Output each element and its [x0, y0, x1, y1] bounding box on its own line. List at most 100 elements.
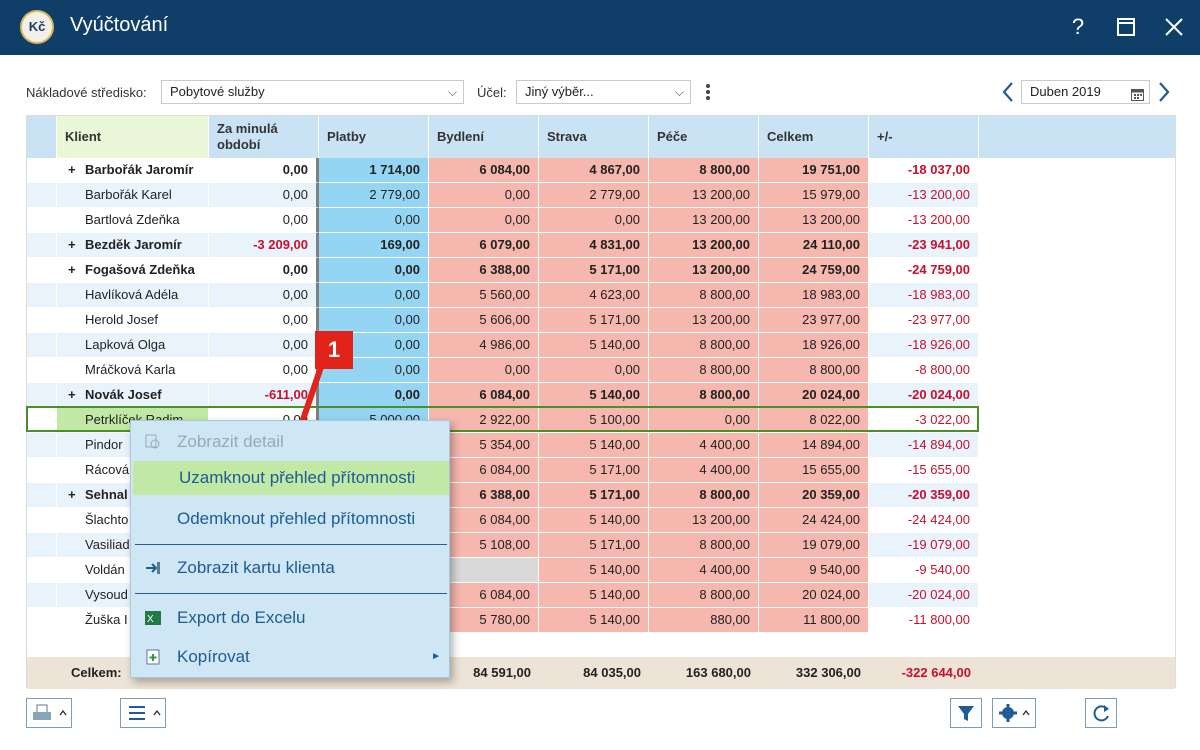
menu-item-copy[interactable]: Kopírovat ►: [131, 640, 449, 674]
table-row[interactable]: + Bezděk Jaromír -3 209,00 169,00 6 079,00 4 …: [27, 233, 979, 258]
cell-care[interactable]: 4 400,00: [649, 558, 759, 583]
expand-icon[interactable]: +: [68, 162, 76, 177]
client-name-cell[interactable]: Mráčková Karla: [57, 358, 209, 383]
table-row[interactable]: Herold Josef 0,00 0,00 5 606,00 5 171,00 13 2…: [27, 308, 979, 333]
cell-total[interactable]: 13 200,00: [759, 208, 869, 233]
close-button[interactable]: [1159, 12, 1189, 42]
cell-diff[interactable]: -13 200,00: [869, 183, 979, 208]
cell-care[interactable]: 13 200,00: [649, 508, 759, 533]
table-row[interactable]: Barbořák Karel 0,00 2 779,00 0,00 2 779,00 13…: [27, 183, 979, 208]
cell-housing[interactable]: 6 388,00: [429, 258, 539, 283]
table-row[interactable]: Havlíková Adéla 0,00 0,00 5 560,00 4 623,00 8…: [27, 283, 979, 308]
cell-diff[interactable]: -18 037,00: [869, 158, 979, 183]
cell-pay[interactable]: 1 714,00: [319, 158, 429, 183]
cell-diff[interactable]: -23 977,00: [869, 308, 979, 333]
cell-food[interactable]: 5 140,00: [539, 608, 649, 633]
client-name-cell[interactable]: Lapková Olga: [57, 333, 209, 358]
cell-diff[interactable]: -3 022,00: [869, 408, 979, 433]
cell-food[interactable]: 0,00: [539, 358, 649, 383]
cell-food[interactable]: 4 831,00: [539, 233, 649, 258]
client-name-cell[interactable]: + Fogašová Zdeňka: [57, 258, 209, 283]
cell-prev[interactable]: 0,00: [209, 208, 319, 233]
cell-pay[interactable]: 169,00: [319, 233, 429, 258]
cell-care[interactable]: 13 200,00: [649, 183, 759, 208]
cell-prev[interactable]: -3 209,00: [209, 233, 319, 258]
cell-care[interactable]: 8 800,00: [649, 333, 759, 358]
cell-diff[interactable]: -23 941,00: [869, 233, 979, 258]
cell-total[interactable]: 18 926,00: [759, 333, 869, 358]
expand-icon[interactable]: +: [68, 487, 76, 502]
cell-diff[interactable]: -9 540,00: [869, 558, 979, 583]
cell-total[interactable]: 9 540,00: [759, 558, 869, 583]
period-field[interactable]: Duben 2019: [1021, 80, 1150, 104]
cell-food[interactable]: 5 140,00: [539, 558, 649, 583]
cell-total[interactable]: 15 655,00: [759, 458, 869, 483]
cell-food[interactable]: 5 100,00: [539, 408, 649, 433]
menu-item-client-card[interactable]: Zobrazit kartu klienta: [131, 551, 449, 585]
cell-care[interactable]: 8 800,00: [649, 483, 759, 508]
cell-pay[interactable]: 0,00: [319, 258, 429, 283]
cell-total[interactable]: 11 800,00: [759, 608, 869, 633]
cell-food[interactable]: 4 867,00: [539, 158, 649, 183]
cell-food[interactable]: 5 140,00: [539, 508, 649, 533]
cell-food[interactable]: 5 171,00: [539, 483, 649, 508]
cell-prev[interactable]: 0,00: [209, 283, 319, 308]
maximize-button[interactable]: [1111, 12, 1141, 42]
cell-diff[interactable]: -24 424,00: [869, 508, 979, 533]
cell-total[interactable]: 20 024,00: [759, 583, 869, 608]
table-row[interactable]: + Barbořák Jaromír 0,00 1 714,00 6 084,00 4 8…: [27, 158, 979, 183]
cell-prev[interactable]: 0,00: [209, 333, 319, 358]
table-row[interactable]: Lapková Olga 0,00 0,00 4 986,00 5 140,00 8 80…: [27, 333, 979, 358]
cell-housing[interactable]: 5 560,00: [429, 283, 539, 308]
cell-total[interactable]: 24 110,00: [759, 233, 869, 258]
cell-care[interactable]: 4 400,00: [649, 433, 759, 458]
menu-button[interactable]: [120, 698, 166, 728]
cell-diff[interactable]: -19 079,00: [869, 533, 979, 558]
cell-total[interactable]: 19 751,00: [759, 158, 869, 183]
expand-icon[interactable]: +: [68, 237, 76, 252]
cell-food[interactable]: 5 171,00: [539, 308, 649, 333]
column-header-housing[interactable]: Bydlení: [429, 116, 539, 158]
cell-total[interactable]: 8 800,00: [759, 358, 869, 383]
cell-housing[interactable]: 6 079,00: [429, 233, 539, 258]
cell-pay[interactable]: 2 779,00: [319, 183, 429, 208]
cell-food[interactable]: 5 171,00: [539, 533, 649, 558]
cell-housing[interactable]: 0,00: [429, 358, 539, 383]
cell-diff[interactable]: -8 800,00: [869, 358, 979, 383]
cell-total[interactable]: 18 983,00: [759, 283, 869, 308]
cell-care[interactable]: 8 800,00: [649, 283, 759, 308]
cell-care[interactable]: 13 200,00: [649, 308, 759, 333]
cell-food[interactable]: 4 623,00: [539, 283, 649, 308]
expand-icon[interactable]: +: [68, 262, 76, 277]
cell-diff[interactable]: -11 800,00: [869, 608, 979, 633]
cell-diff[interactable]: -18 926,00: [869, 333, 979, 358]
column-header-food[interactable]: Strava: [539, 116, 649, 158]
cell-diff[interactable]: -18 983,00: [869, 283, 979, 308]
cell-diff[interactable]: -20 024,00: [869, 583, 979, 608]
menu-item-export-excel[interactable]: X Export do Excelu: [131, 601, 449, 635]
cell-total[interactable]: 20 024,00: [759, 383, 869, 408]
settings-button[interactable]: [992, 698, 1036, 728]
calendar-icon[interactable]: [1131, 86, 1144, 108]
cell-care[interactable]: 8 800,00: [649, 583, 759, 608]
cell-total[interactable]: 23 977,00: [759, 308, 869, 333]
cell-prev[interactable]: 0,00: [209, 258, 319, 283]
cell-total[interactable]: 14 894,00: [759, 433, 869, 458]
cell-food[interactable]: 5 140,00: [539, 583, 649, 608]
cell-total[interactable]: 8 022,00: [759, 408, 869, 433]
purpose-select[interactable]: Jiný výběr... ⌵: [516, 80, 691, 104]
cell-housing[interactable]: 6 084,00: [429, 158, 539, 183]
cell-total[interactable]: 15 979,00: [759, 183, 869, 208]
previous-period-button[interactable]: [998, 80, 1018, 104]
cell-care[interactable]: 8 800,00: [649, 358, 759, 383]
expand-icon[interactable]: +: [68, 387, 76, 402]
cell-total[interactable]: 24 759,00: [759, 258, 869, 283]
cell-food[interactable]: 5 171,00: [539, 258, 649, 283]
menu-item-show-detail[interactable]: Zobrazit detail: [131, 425, 449, 459]
cell-total[interactable]: 19 079,00: [759, 533, 869, 558]
cell-care[interactable]: 8 800,00: [649, 158, 759, 183]
column-header-previous[interactable]: Za minulá období: [209, 116, 319, 158]
cell-care[interactable]: 13 200,00: [649, 233, 759, 258]
cell-diff[interactable]: -13 200,00: [869, 208, 979, 233]
cell-total[interactable]: 24 424,00: [759, 508, 869, 533]
